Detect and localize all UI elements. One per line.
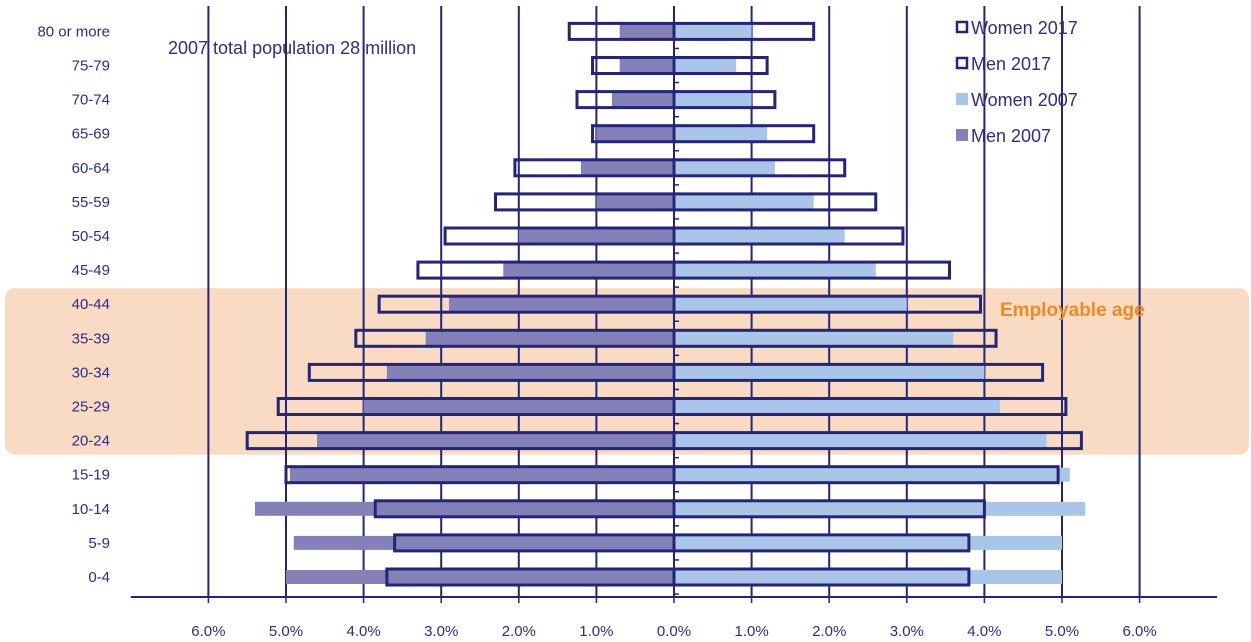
bar-men-2007	[580, 160, 674, 175]
labels-layer: 2007 total population 28 million Employa…	[37, 23, 1156, 640]
category-label: 35-39	[72, 330, 110, 347]
legend-swatch-women-2007	[956, 93, 968, 105]
category-label: 0-4	[88, 569, 110, 586]
bar-men-2007	[448, 297, 674, 312]
x-tick-label: 5.0%	[269, 623, 303, 640]
legend-label-women-2017: Women 2017	[971, 18, 1078, 38]
employable-age-label: Employable age	[1000, 300, 1145, 321]
x-tick-label: 2.0%	[812, 623, 846, 640]
bar-women-2007	[674, 297, 907, 312]
bar-women-2007	[674, 160, 775, 175]
bar-men-2007	[518, 229, 674, 243]
bar-men-2007	[254, 501, 674, 516]
bar-men-2007	[503, 263, 674, 278]
category-label: 25-29	[72, 399, 110, 416]
bar-women-2007	[674, 501, 1086, 516]
bar-men-2007	[386, 365, 674, 380]
category-label: 50-54	[72, 228, 110, 245]
bar-men-2007	[596, 194, 674, 209]
bar-women-2007	[674, 194, 814, 209]
bar-men-2007	[289, 467, 674, 482]
x-tick-label: 3.0%	[890, 623, 924, 640]
category-label: 65-69	[72, 126, 110, 143]
bar-men-2007	[317, 433, 674, 448]
bar-women-2007	[674, 535, 1062, 550]
category-label: 60-64	[72, 160, 110, 177]
legend-label-men-2007: Men 2007	[971, 126, 1051, 146]
category-label: 80 or more	[37, 23, 110, 40]
x-tick-label: 6.0%	[191, 623, 225, 640]
bar-men-2007	[611, 92, 674, 107]
bar-women-2007	[674, 365, 985, 380]
category-label: 55-59	[72, 194, 110, 211]
category-label: 20-24	[72, 433, 110, 450]
category-label: 5-9	[88, 535, 110, 552]
x-tick-label: 4.0%	[967, 623, 1001, 640]
bar-men-2007	[425, 331, 674, 346]
bar-women-2007	[674, 58, 737, 73]
x-tick-label: 6.0%	[1122, 623, 1156, 640]
bar-women-2007	[674, 331, 954, 346]
bar-women-2007	[674, 24, 752, 39]
bar-men-2007	[293, 535, 674, 550]
bar-women-2007	[674, 433, 1047, 448]
legend-swatch-women-2017	[955, 20, 969, 34]
bar-women-2007	[674, 126, 768, 141]
x-tick-label: 1.0%	[579, 623, 613, 640]
category-label: 15-19	[72, 467, 110, 484]
bar-women-2007	[674, 399, 1000, 414]
bar-women-2007	[674, 229, 845, 243]
x-tick-label: 5.0%	[1045, 623, 1079, 640]
category-label: 70-74	[72, 92, 110, 109]
bar-men-2007	[363, 399, 674, 414]
x-tick-label: 0.0%	[657, 623, 691, 640]
bar-men-2007	[619, 58, 674, 73]
bar-men-2007	[286, 570, 674, 584]
legend-swatch-men-2017	[955, 56, 969, 70]
population-note: 2007 total population 28 million	[168, 38, 416, 58]
x-tick-label: 3.0%	[424, 623, 458, 640]
bar-women-2007	[674, 263, 876, 278]
x-tick-label: 4.0%	[346, 623, 380, 640]
x-tick-label: 1.0%	[734, 623, 768, 640]
category-label: 40-44	[72, 296, 110, 313]
category-label: 45-49	[72, 262, 110, 279]
category-label: 30-34	[72, 364, 110, 381]
legend-label-men-2017: Men 2017	[971, 54, 1051, 74]
category-label: 75-79	[72, 58, 110, 75]
bar-men-2007	[596, 126, 674, 141]
bar-women-2007	[674, 467, 1070, 482]
x-tick-label: 2.0%	[502, 623, 536, 640]
category-label: 10-14	[72, 501, 110, 518]
axes-layer	[130, 6, 1218, 603]
legend-swatch-men-2007	[956, 129, 968, 141]
legend-label-women-2007: Women 2007	[971, 90, 1078, 110]
bar-women-2007	[674, 92, 752, 107]
bar-men-2007	[619, 24, 674, 39]
bar-women-2007	[674, 570, 1062, 584]
legend: Women 2017 Men 2017 Women 2007 Men 2007	[955, 18, 1078, 146]
